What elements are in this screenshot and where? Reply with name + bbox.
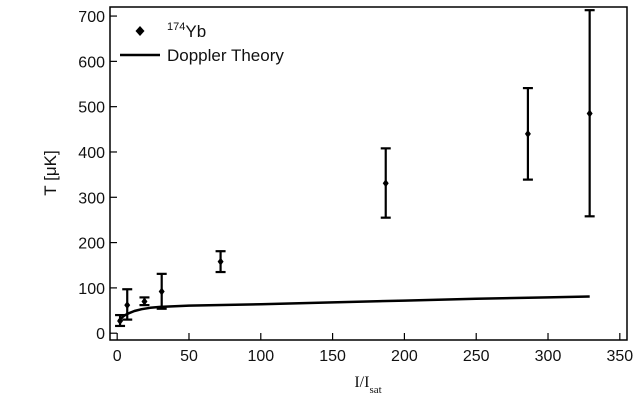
x-tick-label: 200 xyxy=(391,348,418,365)
doppler-theory-line xyxy=(117,295,590,322)
plot-frame xyxy=(109,6,628,341)
y-axis: 0 100 200 300 400 500 600 700 xyxy=(78,9,117,343)
yb174-series xyxy=(115,9,595,328)
point-marker xyxy=(586,109,593,118)
legend: 174Yb Doppler Theory xyxy=(120,21,284,65)
point-marker xyxy=(141,297,148,306)
point-marker xyxy=(524,129,531,138)
x-axis-label: I/Isat xyxy=(354,374,381,396)
y-tick-label: 400 xyxy=(78,145,105,162)
x-axis: 0 50 100 150 200 250 300 350 xyxy=(113,333,633,365)
y-tick-label: 0 xyxy=(96,326,105,343)
data-point xyxy=(522,86,533,181)
legend-label-yb174-base: Yb xyxy=(185,22,206,41)
y-tick-label: 600 xyxy=(78,54,105,71)
y-tick-label: 200 xyxy=(78,236,105,253)
x-tick-label: 250 xyxy=(463,348,490,365)
x-axis-label-main: I/I xyxy=(354,374,369,391)
data-point xyxy=(380,147,391,219)
point-marker xyxy=(124,301,131,310)
point-marker xyxy=(382,179,389,188)
y-tick-label: 300 xyxy=(78,190,105,207)
data-point xyxy=(122,288,133,321)
point-marker xyxy=(158,287,165,296)
legend-label-doppler: Doppler Theory xyxy=(167,46,284,65)
y-tick-label: 700 xyxy=(78,9,105,26)
x-tick-label: 50 xyxy=(180,348,198,365)
data-point xyxy=(215,250,226,274)
y-axis-label: T [μK] xyxy=(41,150,60,195)
legend-label-yb174: 174Yb xyxy=(167,21,206,41)
point-marker xyxy=(117,316,124,325)
y-tick-label: 500 xyxy=(78,100,105,117)
doppler-theory-series xyxy=(117,295,590,322)
x-tick-label: 100 xyxy=(247,348,274,365)
legend-label-yb174-superscript: 174 xyxy=(167,21,185,33)
x-tick-label: 150 xyxy=(319,348,346,365)
data-point xyxy=(584,9,595,218)
x-tick-label: 0 xyxy=(113,348,122,365)
x-tick-label: 300 xyxy=(535,348,562,365)
data-point xyxy=(156,272,167,310)
data-point xyxy=(115,313,126,328)
x-axis-label-subscript: sat xyxy=(369,384,381,396)
x-tick-label: 350 xyxy=(606,348,633,365)
point-marker xyxy=(217,257,224,266)
data-point xyxy=(139,296,150,307)
legend-marker-yb174 xyxy=(135,26,145,36)
y-tick-label: 100 xyxy=(78,281,105,298)
